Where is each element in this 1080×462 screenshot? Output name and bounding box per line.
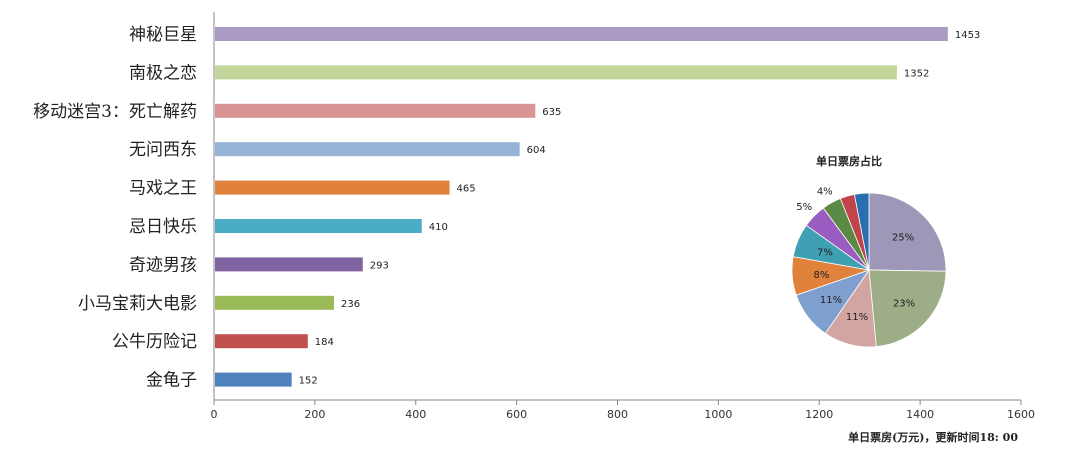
category-label: 神秘巨星 <box>129 25 197 45</box>
bar-0 <box>215 27 948 41</box>
category-label: 金龟子 <box>146 371 197 391</box>
x-tick-label: 800 <box>607 408 628 421</box>
bar-value-label: 152 <box>299 376 318 387</box>
x-tick-label: 600 <box>506 408 527 421</box>
pie-slice-label: 25% <box>892 233 914 244</box>
bar-value-label: 1453 <box>955 30 980 41</box>
category-label: 无问西东 <box>129 140 197 160</box>
category-label: 奇迹男孩 <box>129 255 197 275</box>
bar-value-label: 465 <box>457 184 476 195</box>
bar-value-label: 410 <box>429 222 448 233</box>
pie-slice-0 <box>868 192 947 272</box>
pie-slice-9 <box>853 192 870 271</box>
category-label: 忌日快乐 <box>129 217 197 237</box>
bar-4 <box>215 180 450 195</box>
category-label: 公牛历险记 <box>112 332 197 352</box>
bar-9 <box>215 372 292 387</box>
x-tick-label: 400 <box>405 408 426 421</box>
x-axis-label: 单日票房(万元)，更新时间18: 00 <box>848 430 1018 444</box>
pie-slice-label: 5% <box>796 202 812 213</box>
pie-slice-label: 7% <box>817 248 833 259</box>
category-label: 移动迷宫3：死亡解药 <box>33 102 197 122</box>
bar-value-label: 293 <box>370 260 389 271</box>
bar-3 <box>215 142 520 157</box>
bar-8 <box>215 334 308 349</box>
bar-value-label: 1352 <box>904 68 929 79</box>
x-tick-label: 0 <box>211 408 218 421</box>
bar-value-label: 604 <box>527 145 546 156</box>
pie-title: 单日票房占比 <box>816 154 882 168</box>
bar-1 <box>215 65 897 80</box>
x-tick-label: 1000 <box>704 408 732 421</box>
category-label: 马戏之王 <box>129 179 197 199</box>
category-label: 南极之恋 <box>129 62 197 83</box>
bar-value-label: 184 <box>315 337 334 348</box>
pie-slice-1 <box>868 269 947 348</box>
pie-slice-label: 4% <box>817 186 833 197</box>
bar-value-label: 635 <box>542 107 561 118</box>
x-tick-label: 1400 <box>906 408 934 421</box>
pie-slice-label: 11% <box>820 295 842 306</box>
pie-slice-label: 8% <box>813 270 829 281</box>
bar-6 <box>215 257 363 272</box>
bar-2 <box>215 103 536 118</box>
x-tick-label: 200 <box>304 408 325 421</box>
bar-value-label: 236 <box>341 299 360 310</box>
pie-slice-label: 11% <box>846 312 868 323</box>
bar-5 <box>215 219 422 233</box>
x-tick-label: 1200 <box>805 408 833 421</box>
bar-7 <box>215 295 335 310</box>
category-label: 小马宝莉大电影 <box>78 294 197 314</box>
pie-slice-label: 23% <box>893 298 915 309</box>
x-tick-label: 1600 <box>1007 408 1035 421</box>
